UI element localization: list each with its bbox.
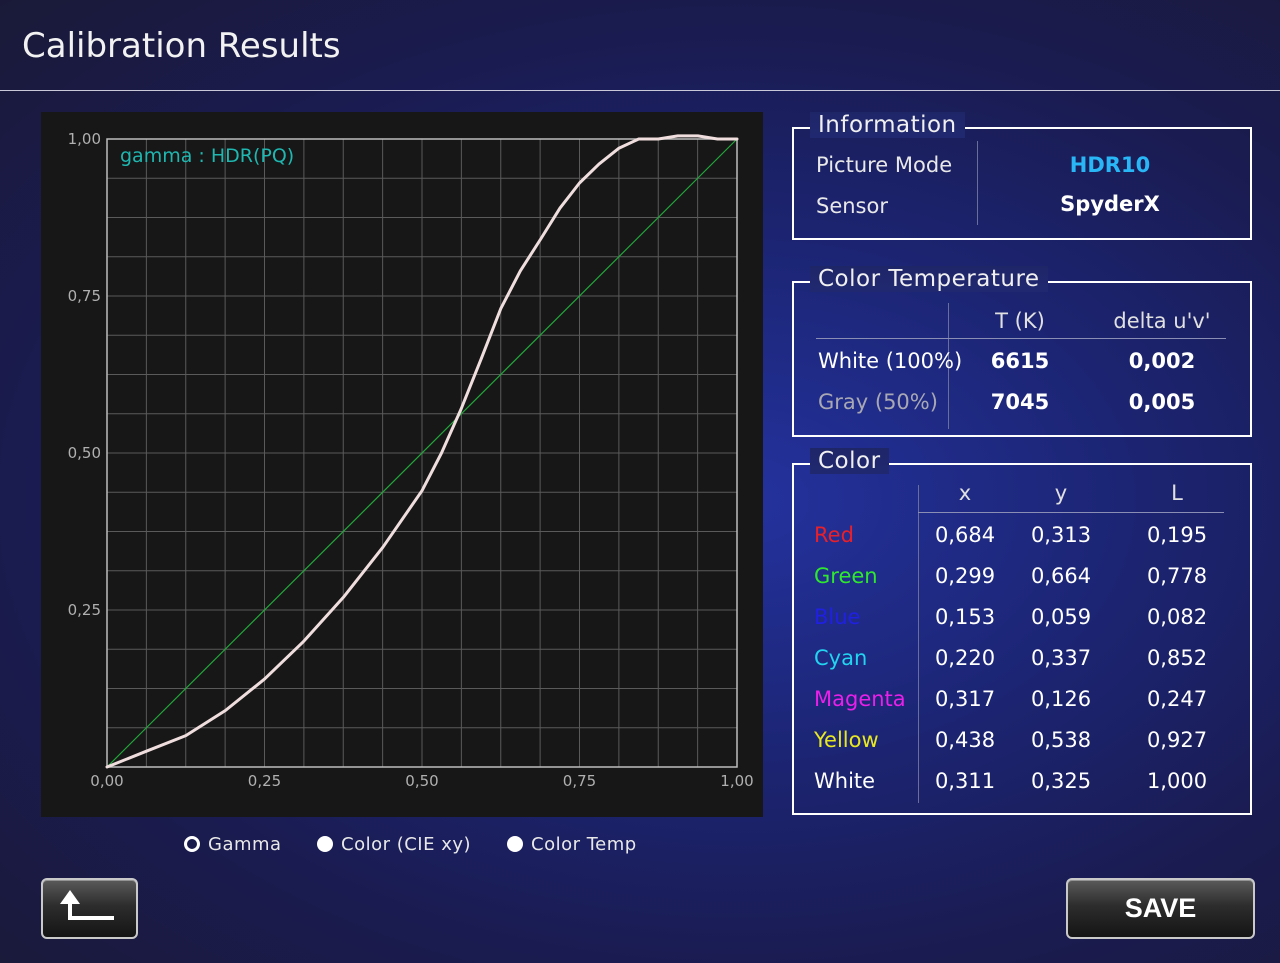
return-arrow-icon (60, 890, 114, 920)
x-tick-label: 0,75 (563, 772, 596, 790)
cyan-y-value: 0,337 (1030, 646, 1092, 670)
chart-svg: 0,00 0,25 0,50 0,75 1,00 1,00 0,75 0,50 0,25 gamm… (68, 130, 754, 790)
y-tick-label: 0,25 (68, 601, 101, 619)
white-l-value: 1,000 (1146, 769, 1208, 793)
plot-frame (106, 138, 738, 768)
x-tick-label: 0,00 (90, 772, 123, 790)
blue-y-value: 0,059 (1030, 605, 1092, 629)
picture-mode-value: HDR10 (1069, 153, 1151, 177)
radio-color-cie[interactable]: Color (CIE xy) (317, 832, 471, 856)
magenta-l-value: 0,247 (1146, 687, 1208, 711)
color-name-blue: Blue (814, 605, 861, 629)
save-button[interactable]: SAVE (1066, 878, 1255, 939)
x-tick-label: 0,50 (405, 772, 438, 790)
radio-color-temp[interactable]: Color Temp (507, 832, 637, 856)
color-title: Color (810, 448, 889, 474)
target-reference-line (106, 138, 738, 768)
radio-gamma[interactable]: Gamma (184, 832, 282, 856)
column-divider (918, 485, 919, 803)
radio-unselected-icon (507, 836, 523, 852)
picture-mode-label: Picture Mode (816, 153, 953, 177)
white-delta-value: 0,002 (1128, 349, 1196, 373)
information-panel: Information Picture Mode HDR10 Sensor Sp… (792, 112, 1252, 240)
measured-gamma-curve (105, 134, 739, 769)
sensor-label: Sensor (816, 194, 888, 218)
radio-selected-icon (184, 836, 200, 852)
header-x: x (958, 481, 972, 505)
radio-color-temp-label: Color Temp (531, 833, 637, 855)
chart-legend-label: gamma : HDR(PQ) (120, 145, 294, 167)
color-name-red: Red (814, 523, 854, 547)
color-temperature-panel: Color Temperature T (K) delta u'v' White… (792, 266, 1252, 437)
blue-l-value: 0,082 (1146, 605, 1208, 629)
gray-delta-value: 0,005 (1128, 390, 1196, 414)
green-x-value: 0,299 (934, 564, 996, 588)
color-panel: Color x y L Red 0,684 0,313 0,195 Green 0,299… (792, 448, 1252, 815)
yellow-l-value: 0,927 (1146, 728, 1208, 752)
magenta-y-value: 0,126 (1030, 687, 1092, 711)
radio-color-cie-label: Color (CIE xy) (341, 833, 472, 855)
header-delta-uv: delta u'v' (1113, 309, 1211, 333)
y-tick-label: 0,75 (68, 287, 101, 305)
green-y-value: 0,664 (1030, 564, 1092, 588)
header-divider (918, 512, 1224, 513)
green-l-value: 0,778 (1146, 564, 1208, 588)
magenta-x-value: 0,317 (934, 687, 996, 711)
blue-x-value: 0,153 (934, 605, 996, 629)
yellow-x-value: 0,438 (934, 728, 996, 752)
y-tick-label: 1,00 (68, 130, 101, 148)
x-tick-label: 1,00 (720, 772, 753, 790)
column-divider (948, 303, 949, 429)
yellow-y-value: 0,538 (1030, 728, 1092, 752)
color-temperature-title: Color Temperature (810, 266, 1048, 292)
red-x-value: 0,684 (934, 523, 996, 547)
header-y: y (1054, 481, 1068, 505)
y-tick-label: 0,50 (68, 444, 101, 462)
header-divider (816, 338, 1226, 339)
page-title: Calibration Results (22, 26, 341, 66)
gray-temperature-value: 7045 (990, 390, 1050, 414)
sensor-value: SpyderX (1060, 192, 1160, 216)
color-name-white: White (814, 769, 876, 793)
column-divider (977, 141, 978, 225)
gamma-chart: 0,00 0,25 0,50 0,75 1,00 1,00 0,75 0,50 0,25 gamm… (41, 112, 763, 817)
back-button[interactable] (41, 878, 138, 939)
color-name-yellow: Yellow (814, 728, 879, 752)
white-temperature-value: 6615 (990, 349, 1050, 373)
color-name-magenta: Magenta (814, 687, 906, 711)
red-l-value: 0,195 (1146, 523, 1208, 547)
radio-unselected-icon (317, 836, 333, 852)
red-y-value: 0,313 (1030, 523, 1092, 547)
cyan-x-value: 0,220 (934, 646, 996, 670)
white-y-value: 0,325 (1030, 769, 1092, 793)
header-temperature: T (K) (995, 309, 1045, 333)
white-x-value: 0,311 (934, 769, 996, 793)
color-name-green: Green (814, 564, 878, 588)
row-label-gray: Gray (50%) (818, 390, 938, 414)
row-label-white: White (100%) (818, 349, 963, 373)
radio-gamma-label: Gamma (208, 833, 282, 855)
color-name-cyan: Cyan (814, 646, 868, 670)
x-tick-label: 0,25 (248, 772, 281, 790)
save-button-label: SAVE (1124, 893, 1197, 923)
information-title: Information (810, 112, 965, 138)
cyan-l-value: 0,852 (1146, 646, 1208, 670)
header-l: L (1171, 481, 1183, 505)
title-divider (0, 90, 1280, 91)
